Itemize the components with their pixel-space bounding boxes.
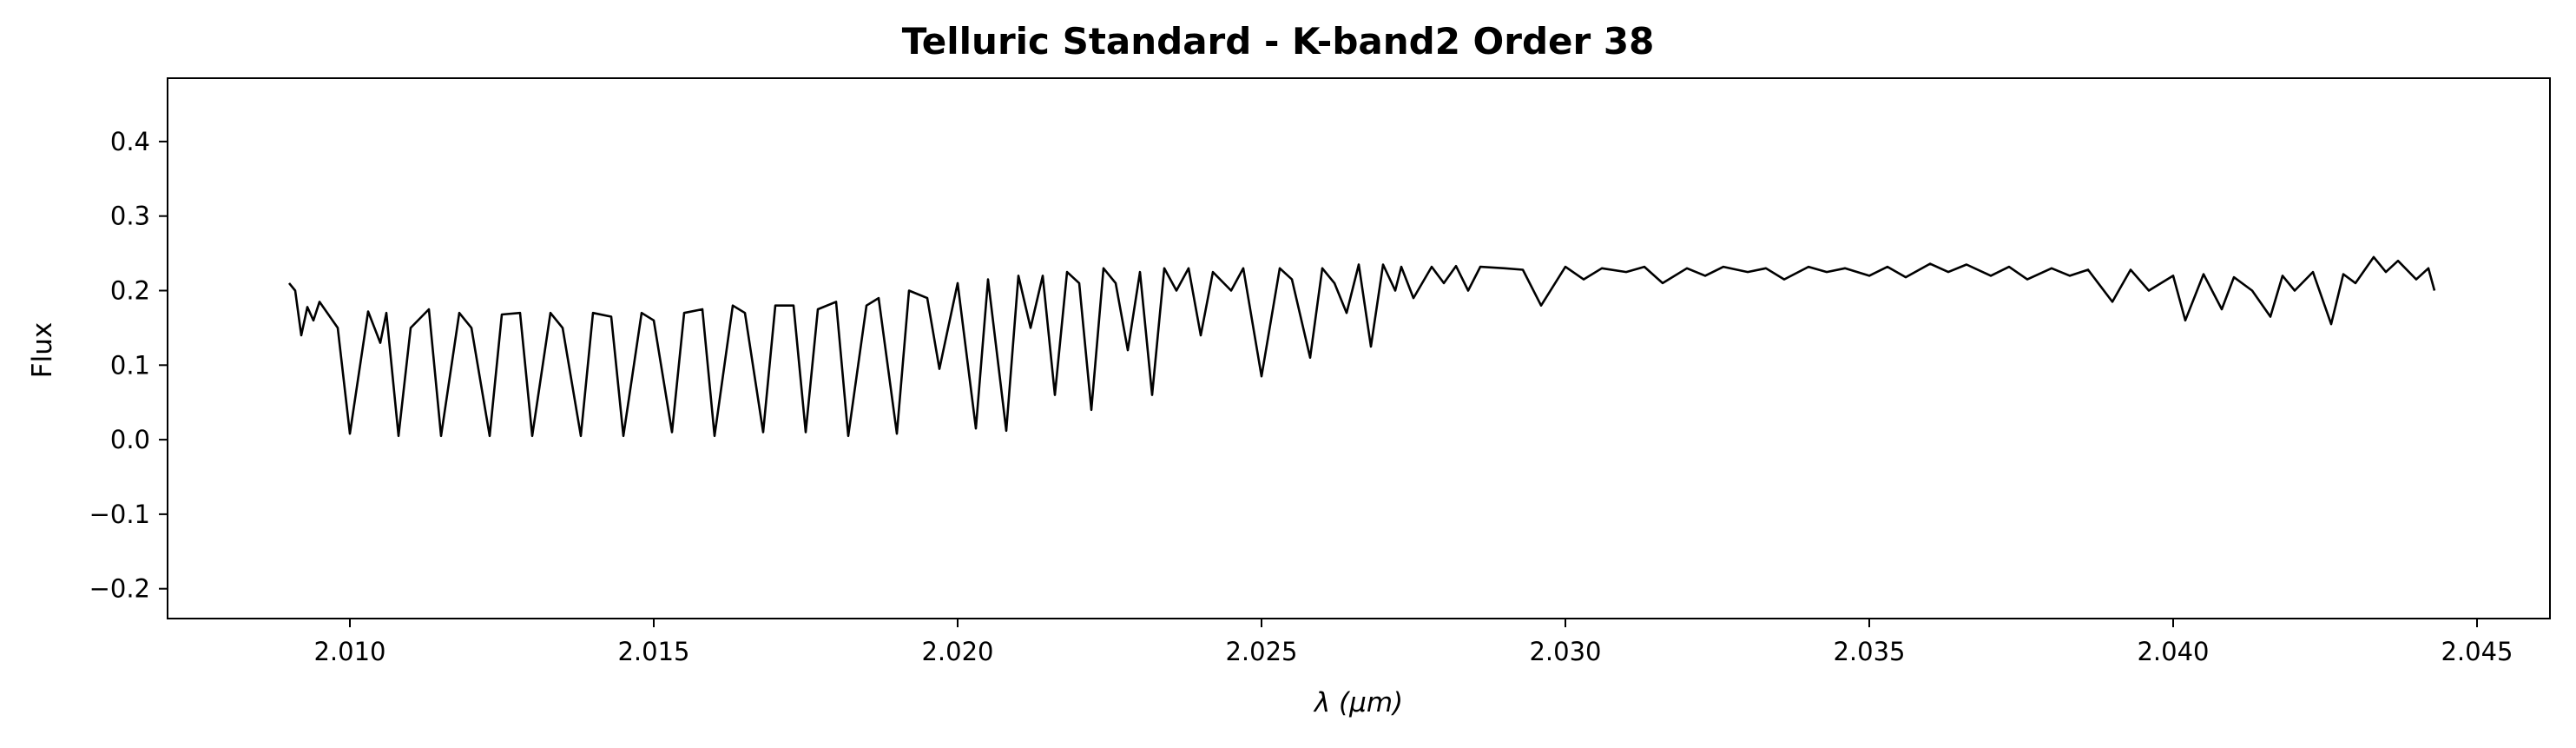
spectrum-line [287, 255, 2436, 438]
y-tick-label: 0.0 [110, 425, 150, 454]
y-axis: −0.2 −0.1 0.0 0.1 0.2 0.3 0.4 [89, 127, 168, 604]
x-tick-label: 2.035 [1833, 637, 1905, 666]
y-tick-label: 0.2 [110, 276, 150, 306]
x-axis-label: λ (μm) [1313, 687, 1403, 718]
y-tick-label: −0.2 [89, 574, 150, 604]
x-tick-label: 2.025 [1225, 637, 1297, 666]
x-tick-label: 2.020 [921, 637, 993, 666]
x-axis-label-text: λ (μm) [1313, 687, 1403, 718]
y-axis-label: Flux [27, 322, 58, 378]
y-tick-label: −0.1 [89, 500, 150, 529]
x-tick-label: 2.015 [617, 637, 689, 666]
x-tick-label: 2.030 [1529, 637, 1601, 666]
data-layer [287, 255, 2436, 438]
x-tick-label: 2.040 [2137, 637, 2209, 666]
x-axis: 2.010 2.015 2.020 2.025 2.030 2.035 2.040 2.045 [313, 619, 2513, 666]
y-tick-label: 0.1 [110, 350, 150, 380]
x-tick-label: 2.010 [313, 637, 385, 666]
chart-title: Telluric Standard - K-band2 Order 38 [902, 20, 1655, 63]
x-tick-label: 2.045 [2441, 637, 2513, 666]
plot-area [167, 77, 2551, 619]
plot-frame [167, 77, 2551, 619]
y-tick-label: 0.4 [110, 127, 150, 156]
y-tick-label: 0.3 [110, 202, 150, 231]
